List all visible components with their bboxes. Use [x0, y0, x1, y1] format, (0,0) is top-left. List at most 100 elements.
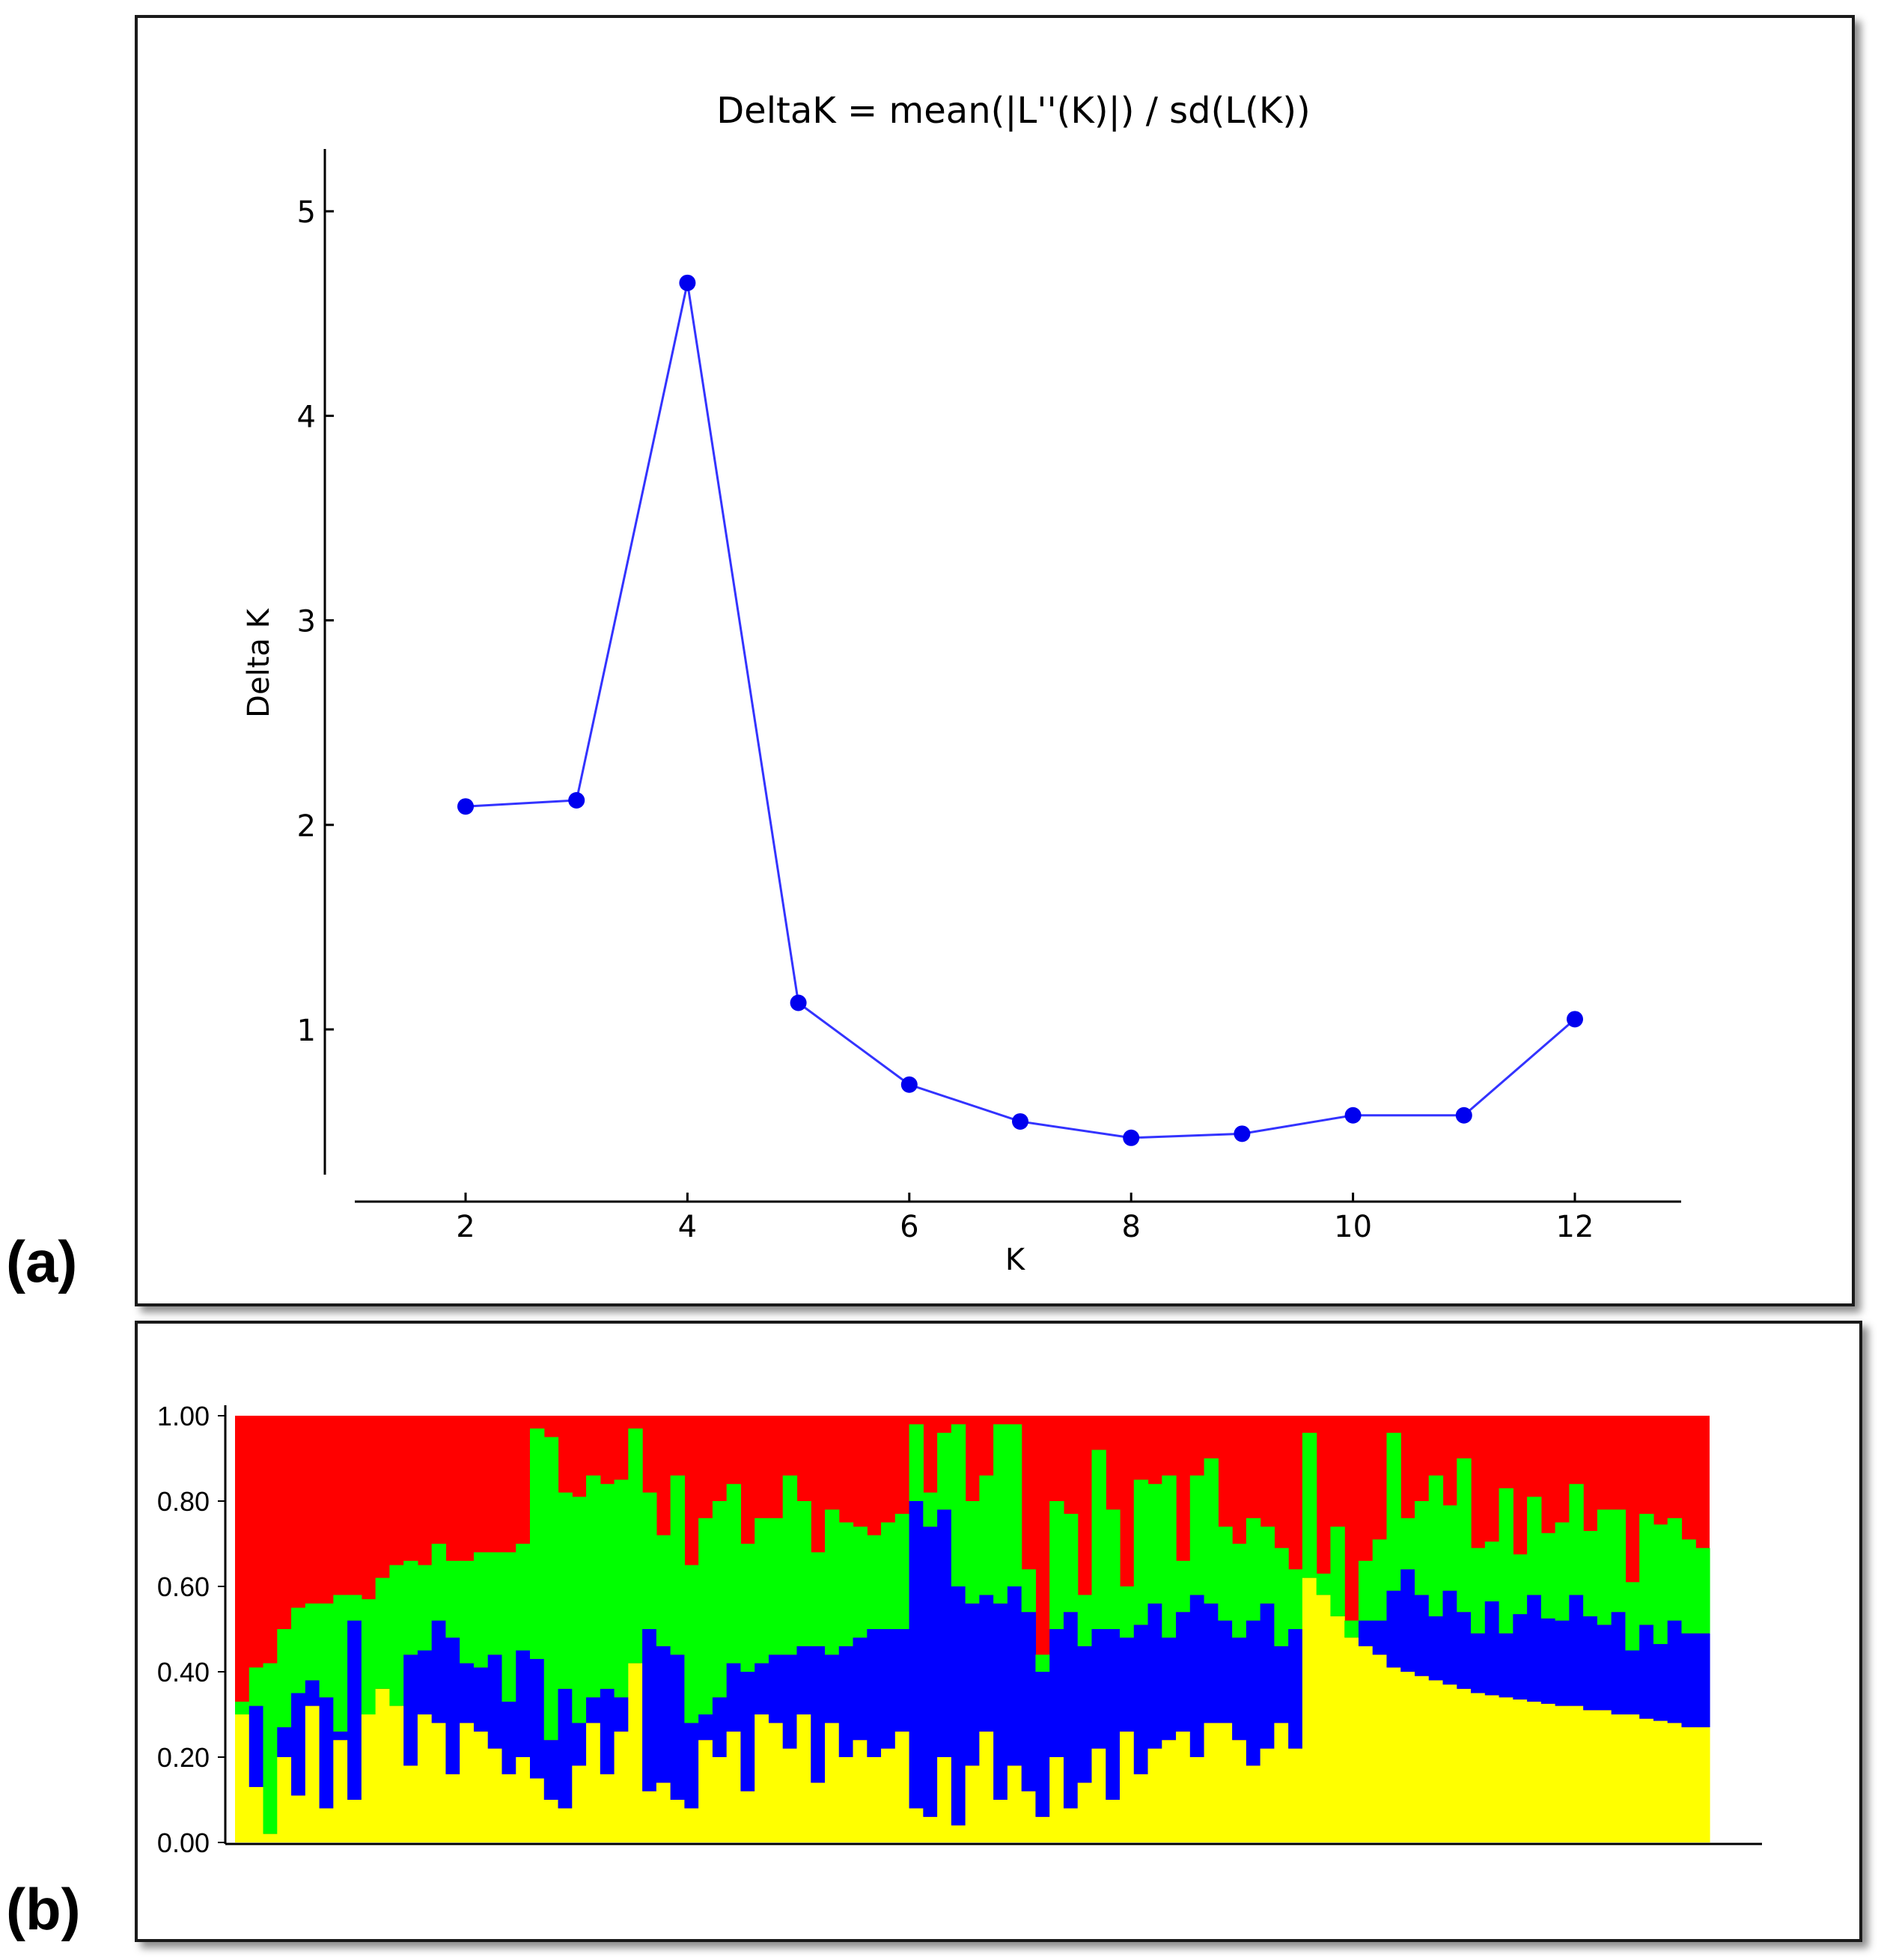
panel-label-a: (a) [6, 1229, 78, 1294]
bar-segment-yellow [894, 1731, 910, 1842]
bar-segment-yellow [543, 1800, 559, 1842]
bar-segment-yellow [375, 1688, 390, 1842]
bar-segment-yellow [881, 1748, 896, 1842]
bar-segment-blue [1400, 1569, 1415, 1672]
bar-segment-green [530, 1428, 545, 1659]
bar-segment-yellow [1162, 1740, 1177, 1842]
bar-segment-yellow [1316, 1595, 1332, 1842]
bar-segment-green [1176, 1560, 1191, 1613]
bar-segment-yellow [1555, 1705, 1570, 1842]
bar-segment-blue [1499, 1633, 1513, 1698]
bar-segment-yellow [853, 1740, 868, 1842]
bar-segment-green [726, 1484, 742, 1664]
bar-segment-blue [1442, 1590, 1457, 1685]
bar-segment-yellow [1442, 1684, 1457, 1842]
bar-segment-green [235, 1701, 250, 1714]
bar-segment-yellow [1049, 1757, 1064, 1842]
bar-segment-green [1484, 1541, 1500, 1601]
bar-segment-yellow [1106, 1800, 1121, 1842]
chart-title: DeltaK = mean(|L''(K)|) / sd(L(K)) [716, 90, 1311, 132]
bar-segment-blue [642, 1629, 657, 1792]
panel-label-b: (b) [6, 1876, 81, 1942]
bar-segment-yellow [1344, 1637, 1359, 1842]
bar-segment-blue [1204, 1603, 1219, 1723]
bar-segment-blue [1176, 1612, 1191, 1732]
bar-segment-blue [1471, 1633, 1486, 1693]
bar-segment-green [1274, 1547, 1289, 1646]
y-tick-label: 2 [297, 809, 316, 844]
bar-segment-yellow [1611, 1714, 1627, 1842]
bar-segment-blue [445, 1637, 460, 1774]
bar-segment-blue [530, 1658, 545, 1779]
y-tick-label: 1 [297, 1014, 316, 1048]
bar-segment-yellow [249, 1786, 264, 1842]
bar-segment-blue [1077, 1646, 1093, 1783]
bar-segment-green [1358, 1560, 1374, 1621]
bar-segment-blue [740, 1672, 755, 1792]
bar-segment-yellow [1035, 1816, 1050, 1842]
bar-segment-green [1372, 1539, 1388, 1621]
bar-segment-blue [543, 1740, 559, 1800]
bar-segment-green [487, 1552, 503, 1655]
bar-segment-green [909, 1424, 924, 1501]
bar-segment-blue [417, 1650, 433, 1714]
bar-segment-yellow [1484, 1695, 1500, 1842]
bar-segment-green [460, 1560, 475, 1664]
bar-segment-blue [656, 1646, 671, 1783]
bar-segment-green [305, 1603, 320, 1681]
bar-segment-yellow [1176, 1731, 1191, 1842]
bar-segment-green [347, 1595, 362, 1621]
bar-segment-green [389, 1565, 404, 1706]
bar-segment-green [1681, 1539, 1696, 1634]
bar-segment-blue [347, 1620, 362, 1800]
bar-segment-yellow [1667, 1723, 1683, 1842]
bar-segment-green [1091, 1449, 1106, 1629]
x-tick-label: 2 [456, 1210, 475, 1244]
bar-segment-green [698, 1518, 713, 1714]
bar-segment-yellow [1189, 1757, 1205, 1842]
bar-segment-green [1513, 1554, 1528, 1615]
bar-segment-green [768, 1518, 784, 1655]
bar-segment-blue [993, 1603, 1008, 1800]
bar-segment-blue [516, 1650, 531, 1757]
data-point [1455, 1107, 1472, 1124]
bar-segment-green [1555, 1522, 1570, 1621]
bar-segment-yellow [1569, 1705, 1584, 1842]
bar-segment-blue [1162, 1637, 1177, 1741]
bar-segment-green [1232, 1544, 1247, 1638]
bar-segment-yellow [712, 1757, 728, 1842]
bar-segment-blue [881, 1629, 896, 1749]
y-tick-label: 5 [297, 195, 316, 230]
bar-segment-green [1162, 1475, 1177, 1638]
bar-segment-green [965, 1501, 980, 1604]
bar-segment-blue [951, 1586, 966, 1826]
bar-segment-yellow [628, 1663, 643, 1842]
bar-segment-blue [1569, 1595, 1584, 1706]
bar-segment-green [277, 1629, 292, 1728]
bar-segment-green [796, 1501, 811, 1646]
bar-segment-blue [782, 1655, 798, 1749]
bar-segment-blue [853, 1637, 868, 1741]
bar-segment-blue [1260, 1603, 1275, 1749]
bar-segment-yellow [698, 1740, 713, 1842]
bar-segment-yellow [1513, 1699, 1528, 1842]
bar-segment-yellow [726, 1731, 742, 1842]
bar-segment-yellow [811, 1783, 826, 1842]
bar-segment-blue [572, 1723, 587, 1766]
data-point [679, 274, 696, 291]
series-line [465, 282, 1576, 1139]
bar-segment-yellow [670, 1800, 685, 1842]
bar-segment-green [1330, 1527, 1345, 1616]
bar-segment-yellow [993, 1800, 1008, 1842]
bar-segment-blue [600, 1688, 615, 1774]
bar-segment-green [361, 1599, 377, 1714]
bar-segment-yellow [277, 1757, 292, 1842]
bar-segment-green [431, 1544, 447, 1621]
bar-segment-blue [1428, 1616, 1444, 1681]
bar-segment-blue [403, 1655, 418, 1766]
data-point [1234, 1125, 1251, 1142]
bar-segment-blue [558, 1688, 573, 1809]
x-axis-label: K [1005, 1243, 1026, 1277]
bar-segment-yellow [1302, 1577, 1317, 1842]
bar-segment-green [1499, 1488, 1513, 1634]
